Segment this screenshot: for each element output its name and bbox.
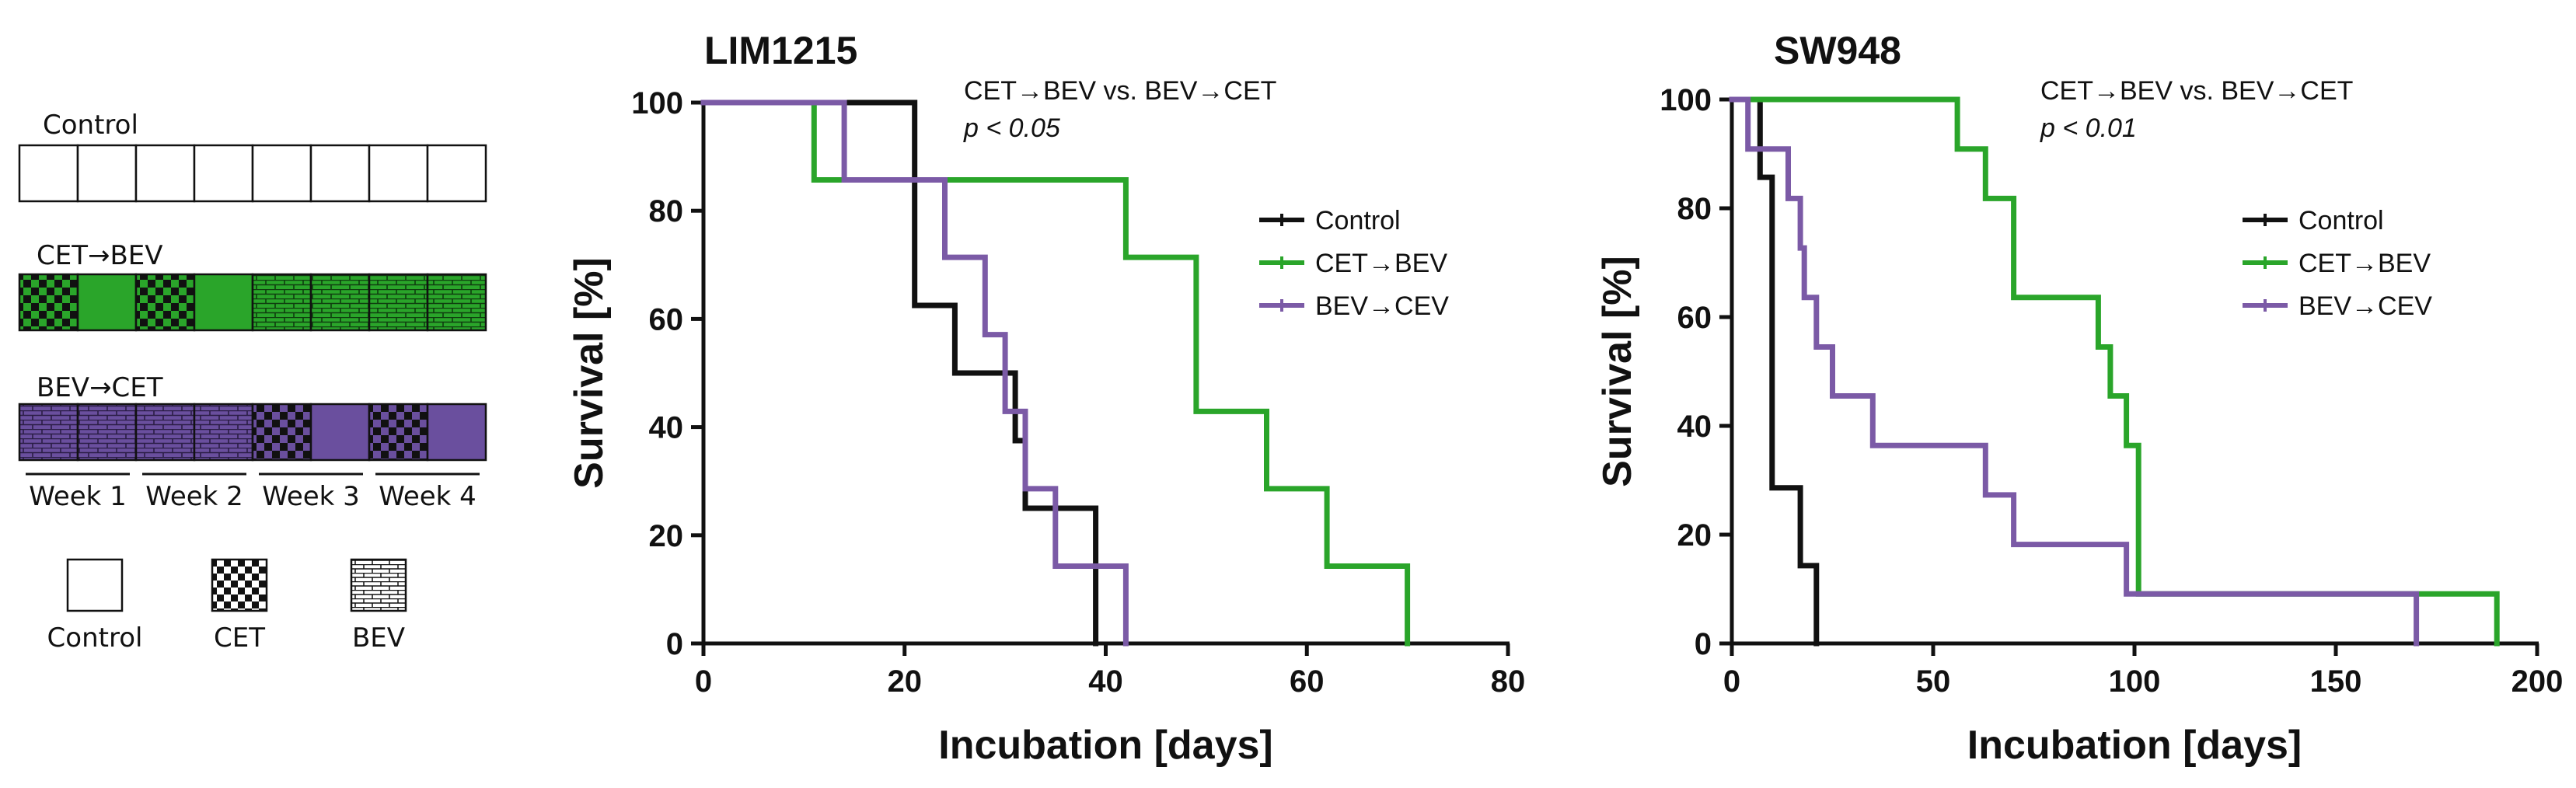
y-tick-label: 40 (1677, 410, 1712, 444)
y-tick-label: 60 (649, 302, 684, 336)
schematic-legend-swatch (66, 558, 124, 612)
p-value: p < 0.05 (963, 113, 1060, 143)
survival-curve-control (1729, 96, 1820, 647)
schematic-cell (251, 273, 312, 332)
x-tick-label: 40 (1088, 664, 1123, 699)
chart-title: SW948 (1774, 29, 1901, 72)
schematic-cell (193, 144, 254, 203)
schematic-cell (18, 273, 79, 332)
x-tick-label: 60 (1290, 664, 1325, 699)
schematic-cell (426, 144, 487, 203)
treatment-schematic: Control CET→BEV BEV→CET Week 1 Week 2 Week 3 W… (18, 110, 487, 654)
x-tick-label: 80 (1491, 664, 1526, 699)
schematic-cell (76, 403, 138, 462)
week-label: Week 1 (29, 481, 127, 512)
y-tick-label: 20 (649, 519, 684, 553)
schematic-cell (193, 273, 254, 332)
y-tick-label: 100 (631, 86, 683, 120)
x-axis-title: Incubation [days] (938, 723, 1272, 768)
y-tick-label: 40 (649, 411, 684, 445)
schematic-cell (251, 144, 312, 203)
x-tick-label: 20 (888, 664, 923, 699)
x-tick-label: 50 (1916, 664, 1951, 699)
chart-title: LIM1215 (704, 29, 857, 72)
legend-label: BEV→CEV (2299, 291, 2432, 321)
y-tick-label: 60 (1677, 301, 1712, 335)
schematic-cell (134, 403, 196, 462)
schematic-cell (426, 273, 487, 332)
y-tick-label: 80 (1677, 192, 1712, 226)
y-axis-title: Survival [%] (567, 257, 612, 489)
comparison-annotation: CET→BEV vs. BEV→CET (2040, 76, 2353, 106)
schematic-legend-label: Control (47, 622, 143, 654)
y-tick-label: 0 (666, 627, 683, 661)
schematic-cell (309, 273, 371, 332)
schematic-cell (193, 403, 254, 462)
x-tick-label: 0 (1723, 664, 1740, 699)
schematic-cell (134, 144, 196, 203)
x-tick-label: 100 (2109, 664, 2161, 699)
y-tick-label: 20 (1677, 518, 1712, 553)
schematic-cell (134, 273, 196, 332)
chart-lim1215: LIM1215 CET→BEV vs. BEV→CET p < 0.05 0 20 40 6… (567, 29, 1525, 768)
week-label: Week 3 (262, 481, 360, 512)
schematic-cell (426, 403, 487, 462)
schematic-legend-label: CET (214, 622, 265, 654)
week-label: Week 4 (379, 481, 476, 512)
schematic-cell (368, 144, 429, 203)
schematic-cell (251, 403, 312, 462)
p-value: p < 0.01 (2040, 113, 2137, 143)
schematic-cell (18, 144, 79, 203)
legend-label: Control (2299, 206, 2384, 235)
schematic-row-label: BEV→CET (37, 372, 163, 403)
schematic-legend-swatch (211, 558, 268, 612)
legend-label: CET→BEV (2299, 249, 2431, 278)
y-tick-label: 80 (649, 194, 684, 228)
survival-curve-cet-bev (700, 99, 1411, 647)
y-tick-label: 100 (1660, 83, 1712, 117)
comparison-annotation: CET→BEV vs. BEV→CET (964, 76, 1276, 106)
schematic-legend-swatch (350, 558, 407, 612)
schematic-cell (76, 273, 138, 332)
survival-curve-bev-cet (700, 99, 1129, 647)
x-tick-label: 0 (695, 664, 712, 699)
schematic-cell (18, 403, 79, 462)
x-axis-title: Incubation [days] (1967, 723, 2302, 768)
legend-label: BEV→CEV (1315, 291, 1449, 321)
schematic-row-label: Control (43, 110, 138, 141)
x-tick-label: 150 (2310, 664, 2362, 699)
survival-curve-cet-bev (1729, 96, 2500, 647)
schematic-cell (76, 144, 138, 203)
y-tick-label: 0 (1695, 627, 1712, 661)
week-label: Week 2 (145, 481, 243, 512)
survival-curve-control (700, 99, 1099, 647)
x-tick-label: 200 (2511, 664, 2564, 699)
schematic-cell (309, 144, 371, 203)
legend-label: CET→BEV (1315, 249, 1447, 278)
schematic-row-label: CET→BEV (37, 240, 163, 271)
legend-label: Control (1315, 206, 1401, 235)
schematic-cell (309, 403, 371, 462)
schematic-cell (368, 403, 429, 462)
y-axis-title: Survival [%] (1595, 256, 1640, 487)
chart-sw948: SW948 CET→BEV vs. BEV→CET p < 0.01 0 20 40 60 8… (1595, 29, 2563, 768)
survival-curve-bev-cet (1729, 96, 2420, 647)
schematic-legend-label: BEV (352, 622, 405, 654)
schematic-cell (368, 273, 429, 332)
